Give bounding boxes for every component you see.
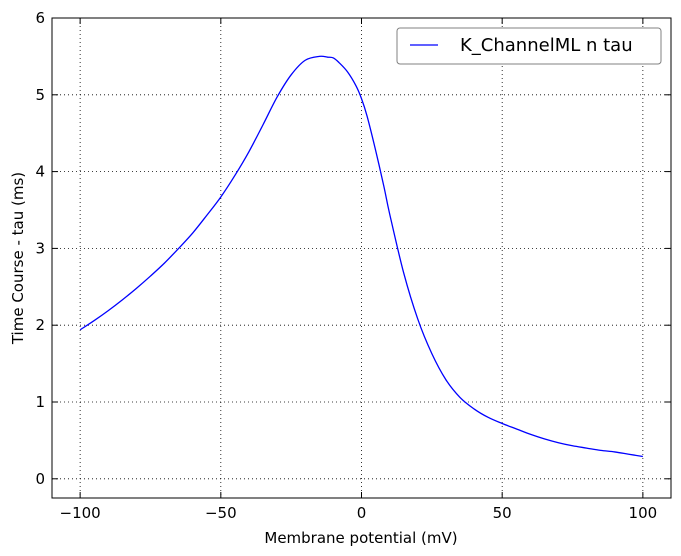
series-line-k-channelml-n-tau (79, 55, 643, 458)
y-tick-label: 5 (35, 86, 45, 104)
legend-label: K_ChannelML n tau (460, 35, 633, 56)
y-tick-label: 4 (35, 163, 45, 181)
x-tick-label: 0 (357, 504, 367, 522)
y-tick-label: 1 (35, 393, 45, 411)
y-tick-label: 2 (35, 316, 45, 334)
legend: K_ChannelML n tau (396, 27, 662, 65)
legend-box (396, 27, 662, 65)
x-tick-label: −100 (60, 504, 101, 522)
x-tick-label: 50 (493, 504, 512, 522)
tick-labels: −100 −50 0 50 100 0 1 2 3 4 5 6 (35, 9, 657, 522)
x-tick-label: −50 (205, 504, 237, 522)
y-tick-label: 3 (35, 239, 45, 257)
y-tick-label: 6 (35, 9, 45, 27)
y-axis-label: Time Course - tau (ms) (9, 172, 27, 345)
axis-ticks (52, 17, 671, 498)
x-axis-label: Membrane potential (mV) (264, 529, 457, 547)
x-tick-label: 100 (629, 504, 658, 522)
y-tick-label: 0 (35, 470, 45, 488)
